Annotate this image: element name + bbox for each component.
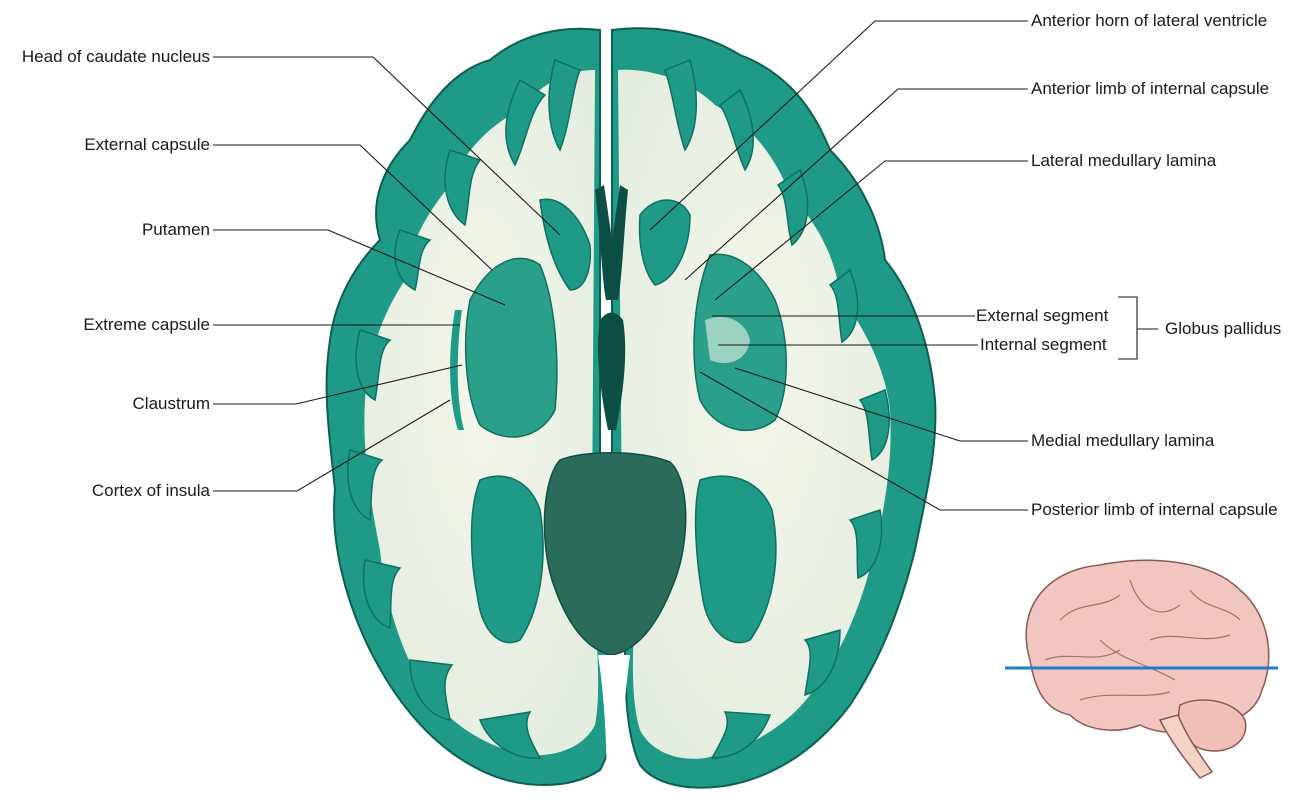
label-internal-segment: Internal segment [980,335,1107,354]
leader-putamen [213,229,506,306]
label-medial-lamina: Medial medullary lamina [1031,431,1215,450]
leader-medial-lamina [734,367,1028,442]
right-caudate [638,199,691,286]
leader-posterior-limb [699,371,1028,511]
posterior-notch [598,655,630,800]
label-putamen: Putamen [141,220,210,239]
midbrain [543,451,687,656]
leader-lines [213,20,1158,511]
leader-cortex-insula [213,399,451,492]
inset-sulci [1044,579,1241,701]
label-globus-pallidus: Globus pallidus [1165,319,1282,338]
leader-lateral-lamina [714,160,1028,301]
right-medial-temporal [694,475,777,644]
left-medial-temporal [470,475,544,644]
brain-lateral-view-icon [1005,559,1278,779]
label-claustrum: Claustrum [132,394,210,413]
left-caudate [539,198,592,291]
inset-brainstem [1158,714,1214,779]
cortical-gyri [347,58,890,759]
label-head-caudate: Head of caudate nucleus [21,47,210,66]
left-putamen [464,257,558,438]
label-external-segment: External segment [976,306,1109,325]
globus-pallidus-bracket [1118,296,1138,360]
anterior-horn-ventricle [595,185,628,300]
leader-head-caudate [213,56,561,236]
left-claustrum-strip [450,310,464,430]
inset-cerebrum [1025,559,1270,733]
leader-anterior-limb [684,88,1028,281]
third-ventricle [597,312,626,430]
right-globus-pallidus [705,316,750,364]
leader-claustrum [213,364,463,405]
label-extreme-capsule: Extreme capsule [83,315,210,334]
label-anterior-horn: Anterior horn of lateral ventricle [1031,11,1268,30]
leader-external-capsule [213,144,493,271]
leader-anterior-horn [649,20,1028,231]
label-lateral-lamina: Lateral medullary lamina [1031,151,1217,170]
label-posterior-limb: Posterior limb of internal capsule [1031,500,1278,519]
axial-brain-section [325,27,937,800]
label-anterior-limb: Anterior limb of internal capsule [1031,79,1270,98]
label-external-capsule: External capsule [84,135,210,154]
label-cortex-insula: Cortex of insula [91,481,210,500]
